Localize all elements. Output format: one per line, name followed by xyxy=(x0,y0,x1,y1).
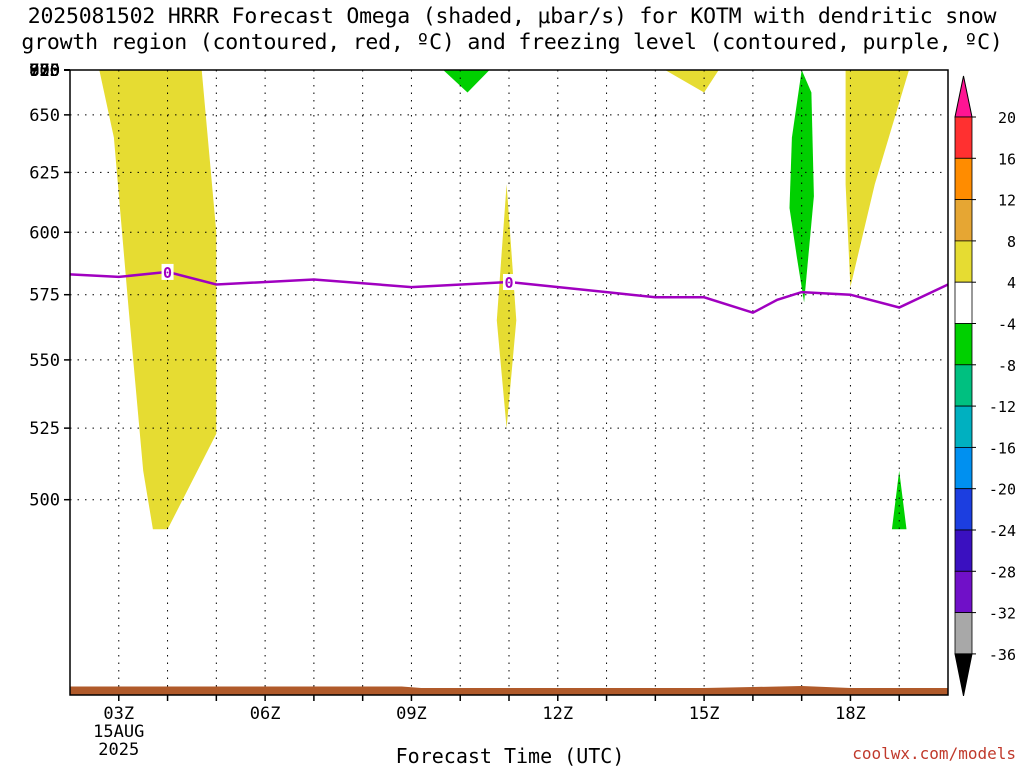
contour-label-bg xyxy=(161,263,174,280)
y-axis: 500 525 550 575 600 625 650 6757007257507758008… xyxy=(29,61,70,511)
colorbar-label: -28 xyxy=(989,563,1016,581)
colorbar-band xyxy=(954,405,973,448)
y-tick-label: 550 xyxy=(29,351,60,371)
colorbar-label: -20 xyxy=(989,481,1016,499)
x-tick-label: 12Z xyxy=(542,704,573,724)
x-tick-label: 15Z xyxy=(689,704,720,724)
y-tick-label: 825 xyxy=(29,61,60,81)
colorbar-label: -8 xyxy=(998,357,1016,375)
y-tick-label: 875 xyxy=(29,61,60,81)
colorbar-label: 8 xyxy=(1007,233,1016,251)
colorbar-bottom-arrow xyxy=(954,653,973,696)
colorbar-label: -16 xyxy=(989,439,1016,457)
y-tick-label: 850 xyxy=(29,61,60,81)
omega-region xyxy=(99,70,217,530)
omega-region xyxy=(613,70,741,93)
omega-region xyxy=(891,470,907,530)
colorbar-band xyxy=(954,612,973,655)
colorbar-band xyxy=(954,323,973,366)
y-tick-label: 525 xyxy=(29,419,60,439)
freezing-level-line xyxy=(69,270,949,315)
colorbar-label: 4 xyxy=(1007,274,1016,292)
y-tick-label: 500 xyxy=(29,491,60,511)
colorbar-band xyxy=(954,364,973,407)
x-date-label: 15AUG xyxy=(93,722,144,742)
colorbar-band xyxy=(954,570,973,613)
y-tick-label: 975 xyxy=(29,61,60,81)
colorbar-band xyxy=(954,446,973,490)
y-tick-label: 750 xyxy=(29,61,60,81)
y-tick-label: 575 xyxy=(29,286,60,306)
x-date-label: 2025 xyxy=(98,740,139,760)
colorbar-band xyxy=(954,157,973,201)
freezing-level-label: 0 xyxy=(163,264,172,282)
y-tick-label: 775 xyxy=(29,61,60,81)
colorbar-label: -4 xyxy=(998,316,1016,334)
colorbar: 20 16 12 8 4 -4 -8 -12 -16 -20 -24 -28 -32 -36 xyxy=(954,75,1016,696)
y-tick-label: 950 xyxy=(29,61,60,81)
x-axis-title: Forecast Time (UTC) xyxy=(395,744,625,768)
omega-region xyxy=(443,70,490,93)
y-tick-label: 725 xyxy=(29,61,60,81)
contour-label-bg xyxy=(503,273,515,290)
terrain-band xyxy=(70,686,948,695)
colorbar-band xyxy=(954,199,973,242)
omega-region xyxy=(496,184,517,429)
colorbar-band xyxy=(954,529,973,572)
colorbar-label: 20 xyxy=(998,109,1016,127)
freezing-level-label: 0 xyxy=(504,274,513,292)
y-tick-label: 600 xyxy=(29,223,60,243)
colorbar-label: 16 xyxy=(998,150,1016,168)
y-tick-label: 800 xyxy=(29,61,60,81)
chart-title: 2025081502 HRRR Forecast Omega (shaded, … xyxy=(0,4,1024,56)
colorbar-top-arrow xyxy=(954,75,973,118)
colorbar-band xyxy=(954,488,973,531)
y-tick-label: 700 xyxy=(29,61,60,81)
freezing-level-contour: 00 xyxy=(69,263,949,315)
y-tick-label: 675 xyxy=(29,61,60,81)
title-line-2: growth region (contoured, red, ºC) and f… xyxy=(21,30,1003,55)
colorbar-band xyxy=(954,281,973,324)
colorbar-label: -36 xyxy=(989,646,1016,664)
y-tick-label: 925 xyxy=(29,61,60,81)
x-tick-label: 06Z xyxy=(250,704,281,724)
omega-shading xyxy=(99,70,948,530)
y-tick-label: 625 xyxy=(29,163,60,183)
omega-region xyxy=(789,70,814,303)
y-tick-label: 900 xyxy=(29,61,60,81)
omega-region xyxy=(845,70,948,288)
colorbar-label: -32 xyxy=(989,605,1016,623)
colorbar-band xyxy=(954,116,973,159)
colorbar-label: 12 xyxy=(998,192,1016,210)
colorbar-label: -12 xyxy=(989,398,1016,416)
credit-link[interactable]: coolwx.com/models xyxy=(852,744,1016,763)
colorbar-label: -24 xyxy=(989,522,1016,540)
x-tick-label: 18Z xyxy=(835,704,866,724)
terrain-fill xyxy=(70,686,948,695)
x-tick-label: 03Z xyxy=(103,704,134,724)
title-line-1: 2025081502 HRRR Forecast Omega (shaded, … xyxy=(27,4,997,29)
x-tick-label: 09Z xyxy=(396,704,427,724)
colorbar-band xyxy=(954,240,973,283)
y-tick-label: 650 xyxy=(29,106,60,126)
